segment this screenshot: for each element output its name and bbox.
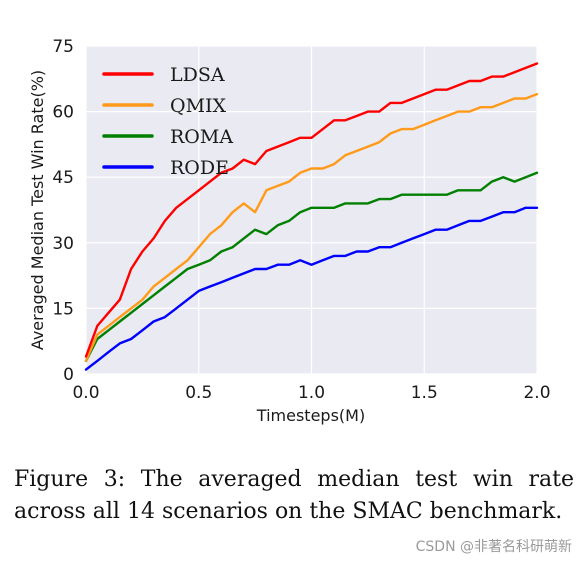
y-tick-label: 30 (52, 234, 74, 254)
y-tick-labels: 0 15 30 45 60 75 (52, 37, 74, 385)
series-line-roma (84, 171, 539, 363)
x-tick-label: 0.5 (185, 383, 212, 403)
x-tick-labels: 0.0 0.5 1.0 1.5 2.0 (72, 383, 550, 403)
y-tick-label: 75 (52, 37, 74, 57)
y-tick-label: 60 (52, 103, 74, 123)
y-tick-label: 15 (52, 299, 74, 319)
y-tick-label: 0 (63, 365, 74, 385)
x-tick-label: 1.0 (298, 383, 325, 403)
legend-label-ldsa: LDSA (170, 64, 225, 86)
x-tick-label: 0.0 (72, 383, 99, 403)
figure-caption: Figure 3: The averaged median test win r… (14, 467, 574, 524)
watermark: CSDN @非著名科研萌新 (415, 539, 572, 555)
legend-label-roma: ROMA (170, 126, 233, 148)
x-axis-title: Timesteps(M) (256, 406, 365, 425)
legend-label-qmix: QMIX (170, 95, 227, 117)
y-tick-label: 45 (52, 168, 74, 188)
chart: 0 15 30 45 60 75 0.0 0.5 1.0 1.5 2.0 LDSA QMIX ROMA… (28, 37, 551, 425)
x-tick-label: 2.0 (523, 383, 550, 403)
series-line-rode (84, 206, 539, 371)
legend: LDSA QMIX ROMA RODE (102, 64, 233, 179)
series-line-qmix (84, 92, 539, 363)
series-line-ldsa (84, 62, 539, 358)
grid-lines (85, 45, 538, 375)
series-lines (84, 62, 539, 371)
legend-label-rode: RODE (170, 157, 229, 179)
x-tick-label: 1.5 (411, 383, 438, 403)
y-axis-title: Averaged Median Test Win Rate(%) (28, 70, 47, 350)
